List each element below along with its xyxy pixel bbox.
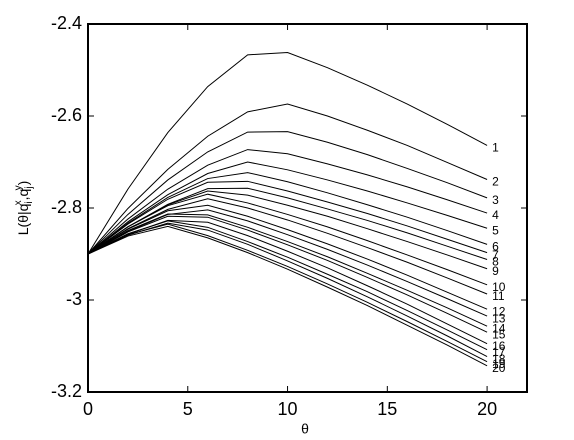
y-tick-label: -2.6 (51, 105, 82, 125)
curve (87, 131, 488, 255)
curve (87, 209, 488, 317)
curve (87, 172, 488, 255)
y-axis-label-part: y (13, 185, 24, 190)
curve (87, 219, 488, 345)
curve-label: 9 (492, 264, 499, 278)
y-axis-label-part: x (13, 200, 24, 205)
curve (87, 193, 488, 286)
curve-label: 14 (492, 321, 506, 335)
curve (87, 103, 488, 255)
curve (87, 213, 488, 327)
curve-label: 5 (492, 223, 499, 237)
y-axis-label-part: ,q (15, 189, 31, 201)
curve (87, 204, 488, 310)
curve-label: 8 (492, 255, 499, 269)
curve-label: 16 (492, 339, 506, 353)
x-tick-label: 20 (477, 399, 497, 419)
curve-label: 10 (492, 280, 506, 294)
curve-label: 15 (492, 327, 506, 341)
curve-label: 19 (492, 357, 506, 371)
y-tick-label: -2.8 (51, 197, 82, 217)
x-tick-label: 5 (183, 399, 193, 419)
curve-label: 6 (492, 240, 499, 254)
curve-label: 17 (492, 345, 506, 359)
curve-label: 4 (492, 208, 499, 222)
y-axis-label: L(θ|qix,qjy) (13, 181, 35, 236)
curve (87, 220, 488, 351)
x-tick-label: 0 (83, 399, 93, 419)
x-axis-label: θ (301, 421, 309, 437)
curve-label: 11 (492, 289, 505, 303)
curve (87, 225, 488, 367)
curve (87, 161, 488, 255)
y-tick-label: -3 (66, 289, 82, 309)
curve (87, 215, 488, 333)
y-axis-label-part: i (24, 201, 35, 203)
y-tick-label: -2.4 (51, 13, 82, 33)
y-axis-label-part: L(θ|q (15, 204, 31, 236)
y-axis-label-part: ) (15, 181, 31, 186)
curve-label: 3 (492, 193, 499, 207)
curve-label: 18 (492, 352, 506, 366)
curve (87, 52, 488, 255)
curve (87, 180, 488, 255)
curve (87, 190, 488, 270)
curve (87, 149, 488, 255)
curve-label: 13 (492, 311, 506, 325)
curve-label: 20 (492, 361, 506, 375)
curve-label: 12 (492, 304, 506, 318)
y-axis-label-part: j (24, 186, 35, 189)
curve (87, 223, 488, 363)
curve-label: 2 (492, 175, 499, 189)
curve-label: 1 (492, 141, 499, 155)
y-tick-label: -3.2 (51, 381, 82, 401)
curve-label: 7 (492, 248, 499, 262)
x-tick-label: 10 (278, 399, 298, 419)
curve (87, 198, 488, 295)
x-tick-label: 15 (377, 399, 397, 419)
